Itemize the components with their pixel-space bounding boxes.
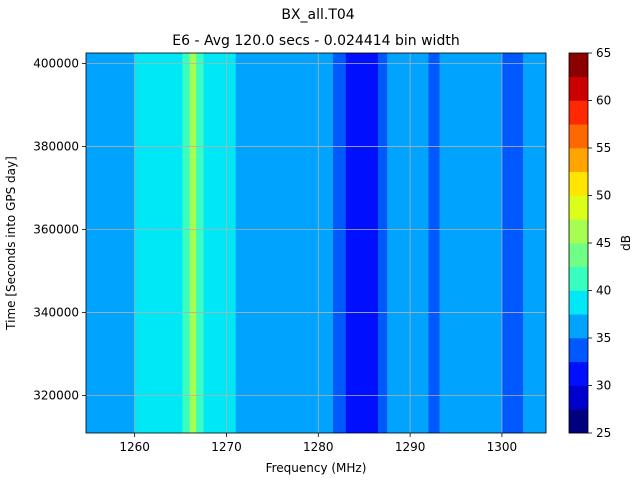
- frequency-band: [235, 53, 334, 433]
- y-tick-label: 380000: [33, 139, 79, 153]
- frequency-band: [377, 53, 388, 433]
- colorbar-tick-label: 45: [596, 236, 611, 250]
- plot-area: [85, 52, 547, 434]
- chart-subtitle: E6 - Avg 120.0 secs - 0.024414 bin width: [172, 33, 459, 49]
- colorbar-tick-label: 65: [596, 46, 611, 60]
- colorbar-segment: [569, 171, 588, 196]
- frequency-band: [182, 53, 191, 433]
- frequency-band: [387, 53, 429, 433]
- y-axis-label: Time [Seconds into GPS day]: [4, 156, 18, 331]
- grid-layer: [86, 53, 546, 433]
- colorbar-segment: [569, 53, 588, 78]
- frequency-band: [332, 53, 347, 433]
- colorbar-segment: [569, 290, 588, 315]
- colorbar-segment: [569, 76, 588, 101]
- frequency-band: [501, 53, 524, 433]
- colorbar-segments: [569, 53, 588, 434]
- colorbar-segment: [569, 219, 588, 244]
- colorbar-tick-label: 50: [596, 189, 611, 203]
- frequency-band: [196, 53, 204, 433]
- colorbar-tick-label: 30: [596, 379, 611, 393]
- band-layer: [86, 53, 547, 433]
- x-tick-label: 1300: [487, 440, 518, 454]
- frequency-band: [439, 53, 503, 433]
- frequency-band: [116, 53, 136, 433]
- colorbar-tick-label: 40: [596, 284, 611, 298]
- frequency-band: [142, 53, 161, 433]
- colorbar-segment: [569, 243, 588, 268]
- colorbar-label: dB: [619, 235, 633, 251]
- colorbar-tick-label: 55: [596, 141, 611, 155]
- colorbar-segment: [569, 148, 588, 173]
- colorbar-segment: [569, 409, 588, 434]
- x-tick-label: 1260: [119, 440, 150, 454]
- y-tick-label: 320000: [33, 389, 79, 403]
- colorbar-segment: [569, 314, 588, 339]
- y-tick-label: 340000: [33, 306, 79, 320]
- colorbar-tick-label: 25: [596, 426, 611, 440]
- colorbar-segment: [569, 385, 588, 410]
- y-tick-label: 400000: [33, 56, 79, 70]
- frequency-band: [160, 53, 183, 433]
- x-axis-label: Frequency (MHz): [266, 461, 367, 475]
- frequency-band: [134, 53, 143, 433]
- colorbar-segment: [569, 100, 588, 125]
- frequency-band: [189, 53, 197, 433]
- chart-title: BX_all.T04: [281, 7, 354, 23]
- colorbar: 25 30 35 40 45 50 55 60 65 dB: [568, 46, 633, 440]
- y-axis: 320000 340000 360000 380000 400000: [33, 56, 86, 403]
- x-tick-label: 1290: [395, 440, 426, 454]
- plot-frame: [85, 52, 547, 434]
- x-tick-label: 1280: [303, 440, 334, 454]
- frequency-band: [345, 53, 379, 433]
- colorbar-segment: [569, 361, 588, 386]
- colorbar-segment: [569, 195, 588, 220]
- colorbar-ticks: 25 30 35 40 45 50 55 60 65: [588, 46, 611, 440]
- frequency-band: [428, 53, 440, 433]
- x-axis: 1260 1270 1280 1290 1300: [119, 433, 517, 454]
- frequency-band: [86, 53, 117, 433]
- colorbar-segment: [569, 124, 588, 149]
- frequency-band: [203, 53, 237, 433]
- colorbar-segment: [569, 266, 588, 291]
- colorbar-segment: [569, 338, 588, 363]
- colorbar-tick-label: 60: [596, 94, 611, 108]
- frequency-band: [523, 53, 547, 433]
- colorbar-tick-label: 35: [596, 331, 611, 345]
- y-tick-label: 360000: [33, 223, 79, 237]
- x-tick-label: 1270: [211, 440, 242, 454]
